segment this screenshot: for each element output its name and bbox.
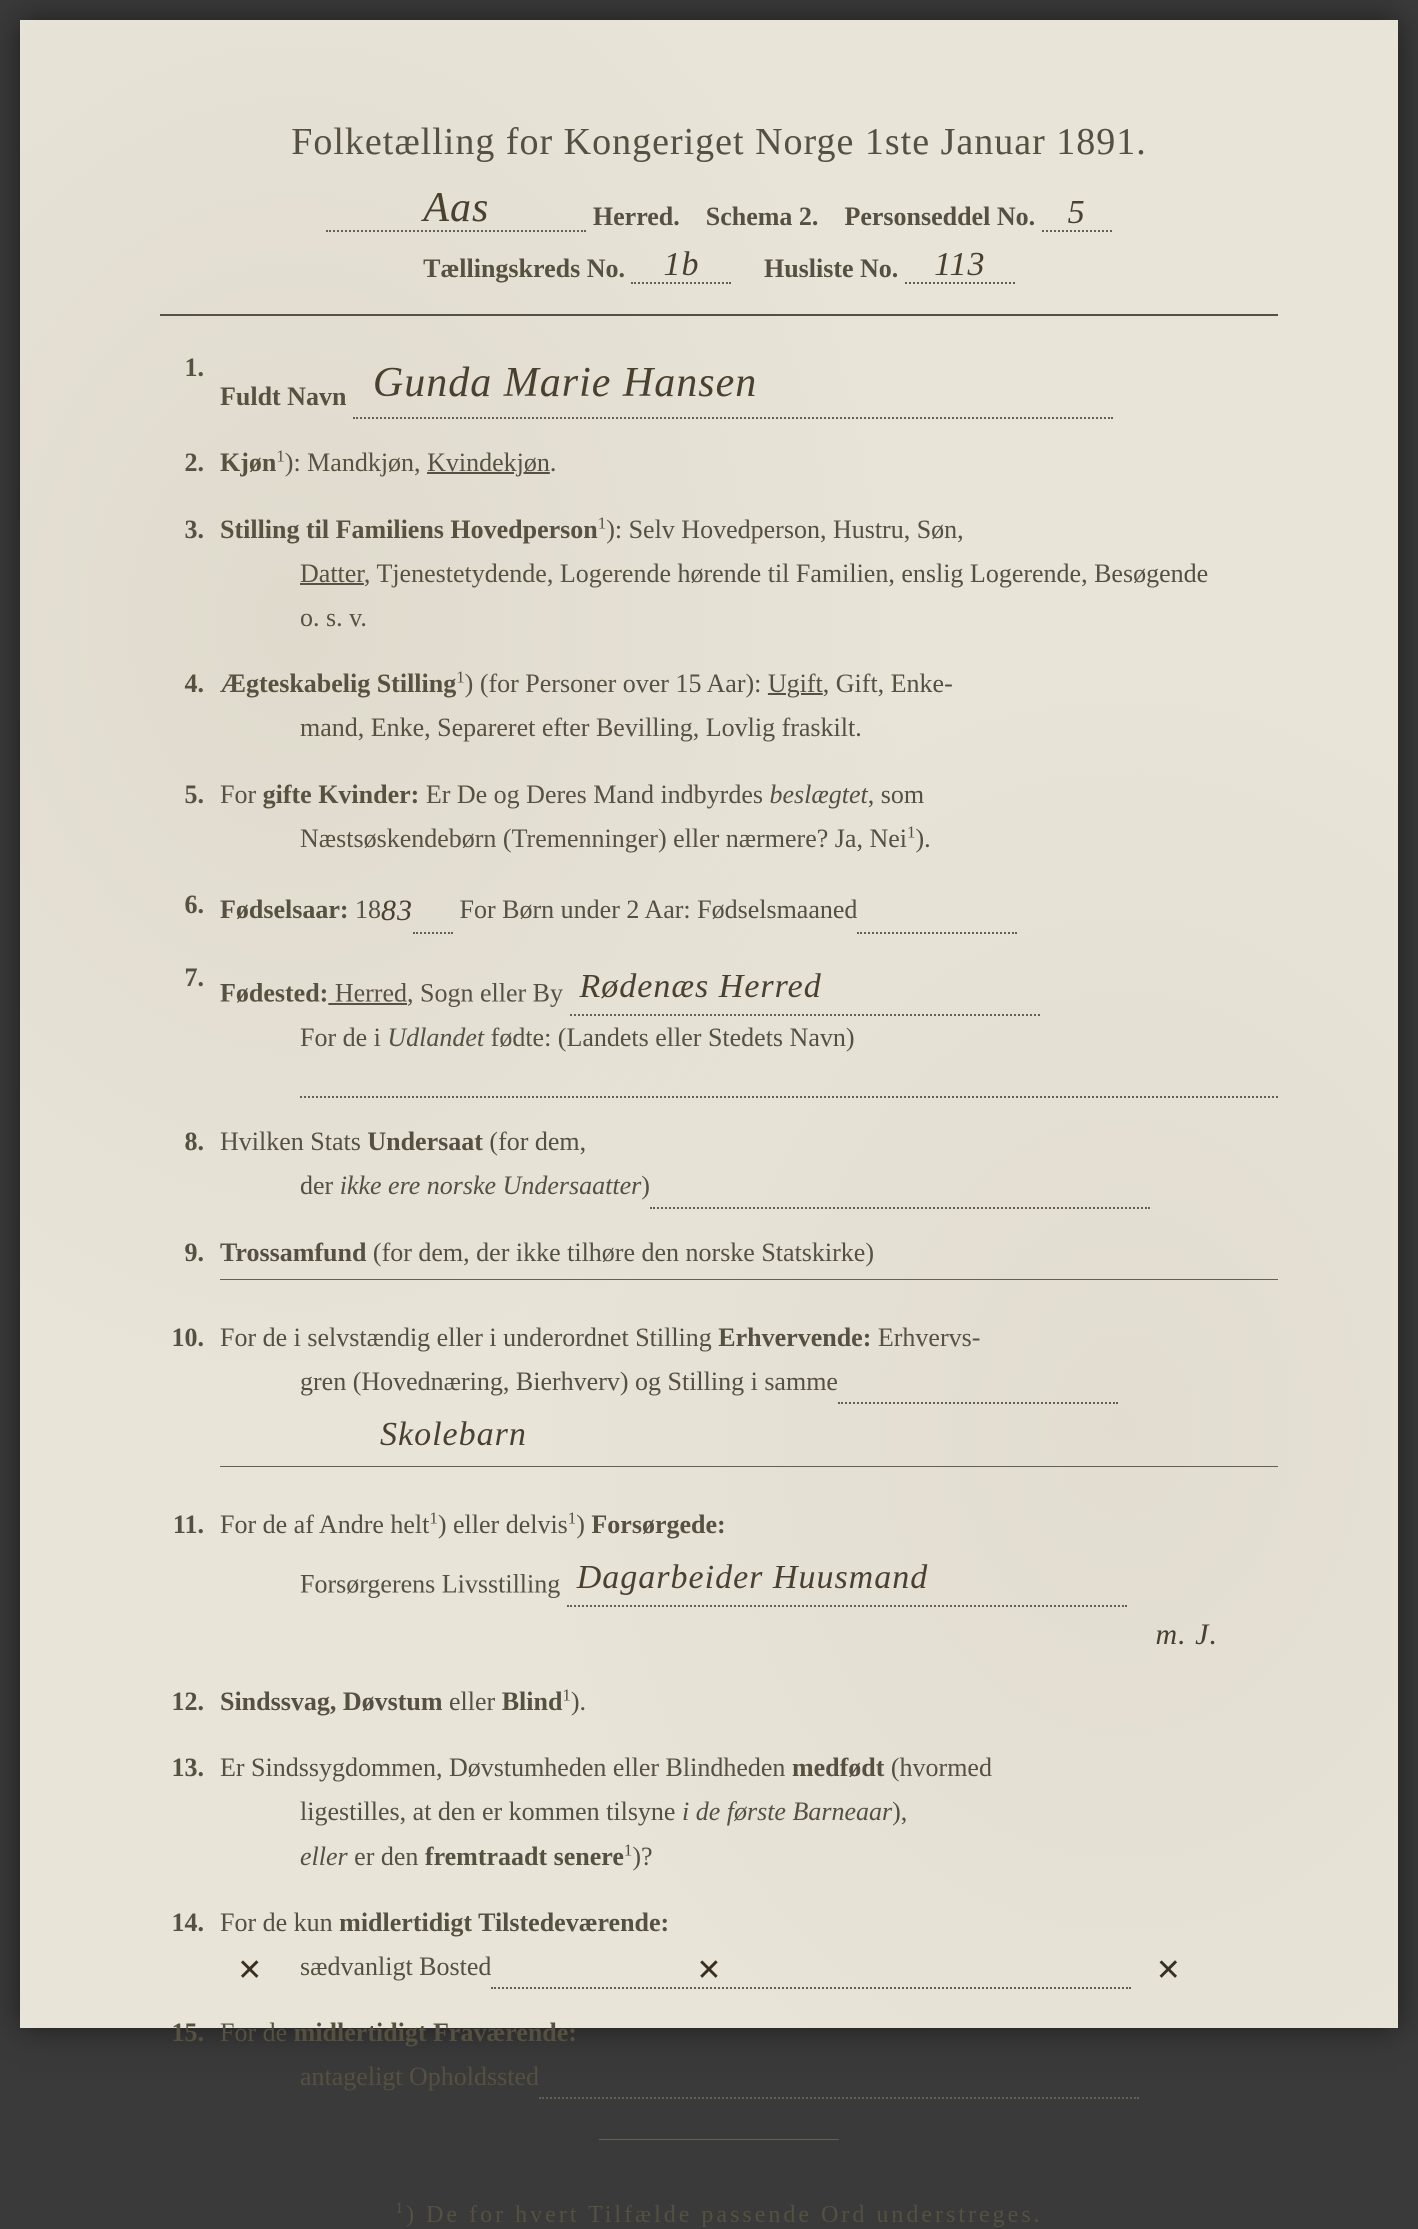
header-rule (160, 314, 1278, 316)
name-handwritten: Gunda Marie Hansen (373, 360, 757, 406)
item-1: 1. Fuldt Navn Gunda Marie Hansen (160, 346, 1278, 419)
mark-icon: ✕ (696, 1953, 721, 1988)
item-num: 15. (160, 2011, 220, 2055)
label-kjon: Kjøn (220, 448, 276, 477)
label-medfodt: medfødt (792, 1753, 884, 1782)
section-rule (220, 1279, 1278, 1280)
item-num: 6. (160, 883, 220, 927)
personseddel-label: Personseddel No. (844, 202, 1035, 231)
kreds-label: Tællingskreds No. (423, 254, 625, 283)
kreds-handwritten: 1b (663, 246, 699, 283)
husliste-label: Husliste No. (764, 254, 898, 283)
datter-underlined: Datter (300, 559, 364, 588)
item-num: 9. (160, 1231, 220, 1275)
provider-note-handwritten: m. J. (1156, 1618, 1218, 1651)
page-marks: ✕ ✕ ✕ (20, 1953, 1398, 1988)
mark-icon: ✕ (237, 1953, 262, 1988)
footnote-rule (599, 2139, 839, 2140)
item-4: 4. Ægteskabelig Stilling1) (for Personer… (160, 662, 1278, 750)
husliste-handwritten: 113 (934, 246, 985, 283)
item-5: 5. For gifte Kvinder: Er De og Deres Man… (160, 773, 1278, 861)
item-num: 8. (160, 1120, 220, 1164)
label-aegteskab: Ægteskabelig Stilling (220, 669, 456, 698)
item-num: 13. (160, 1746, 220, 1790)
item-num: 2. (160, 441, 220, 485)
kvindekjon-underlined: Kvindekjøn (427, 448, 550, 477)
label-gifte-kvinder: gifte Kvinder: (263, 780, 420, 809)
item-num: 3. (160, 508, 220, 552)
label-fodselsaar: Fødselsaar: (220, 895, 349, 924)
label-tilstedevarende: midlertidigt Tilstedeværende: (339, 1908, 669, 1937)
item-num: 1. (160, 346, 220, 390)
label-sindssvag: Sindssvag, Døvstum (220, 1687, 443, 1716)
kreds-line: Tællingskreds No. 1b Husliste No. 113 (160, 244, 1278, 284)
ugift-underlined: Ugift (768, 669, 823, 698)
label-fodested: Fødested: (220, 979, 328, 1008)
mark-icon: ✕ (1156, 1953, 1181, 1988)
item-15: 15. For de midlertidigt Fraværende: anta… (160, 2011, 1278, 2099)
label-trossamfund: Trossamfund (220, 1238, 366, 1267)
label-stilling: Stilling til Familiens Hovedperson (220, 515, 598, 544)
item-6: 6. Fødselsaar: 1883 For Børn under 2 Aar… (160, 883, 1278, 934)
census-form-page: Folketælling for Kongeriget Norge 1ste J… (20, 20, 1398, 2028)
item-12: 12. Sindssvag, Døvstum eller Blind1). (160, 1680, 1278, 1724)
provider-handwritten: Dagarbeider Huusmand (577, 1559, 928, 1596)
item-7: 7. Fødested: Herred, Sogn eller By Røden… (160, 956, 1278, 1098)
item-2: 2. Kjøn1): Mandkjøn, Kvindekjøn. (160, 441, 1278, 485)
herred-line: Aas Herred. Schema 2. Personseddel No. 5 (160, 182, 1278, 232)
item-num: 7. (160, 956, 220, 1000)
item-13: 13. Er Sindssygdommen, Døvstumheden elle… (160, 1746, 1278, 1879)
label-forsorgede: Forsørgede: (591, 1510, 725, 1539)
label-undersaat: Undersaat (367, 1127, 483, 1156)
item-num: 4. (160, 662, 220, 706)
item-num: 5. (160, 773, 220, 817)
item-num: 14. (160, 1901, 220, 1945)
label-fuldt-navn: Fuldt Navn (220, 382, 346, 411)
item-num: 11. (160, 1503, 220, 1547)
form-items: 1. Fuldt Navn Gunda Marie Hansen 2. Kjøn… (160, 346, 1278, 2099)
form-title: Folketælling for Kongeriget Norge 1ste J… (160, 120, 1278, 164)
form-header: Folketælling for Kongeriget Norge 1ste J… (160, 120, 1278, 284)
dotted-blank (300, 1062, 1278, 1098)
year-handwritten: 83 (381, 894, 413, 927)
section-rule (220, 1466, 1278, 1467)
item-10: 10. For de i selvstændig eller i underor… (160, 1316, 1278, 1481)
item-num: 10. (160, 1316, 220, 1360)
birthplace-handwritten: Rødenæs Herred (580, 968, 822, 1005)
label-erhvervende: Erhvervende: (718, 1323, 871, 1352)
schema-label: Schema 2. (706, 202, 819, 231)
herred-handwritten: Aas (423, 185, 489, 231)
item-9: 9. Trossamfund (for dem, der ikke tilhør… (160, 1231, 1278, 1294)
item-11: 11. For de af Andre helt1) eller delvis1… (160, 1503, 1278, 1658)
herred-label: Herred. (593, 202, 680, 231)
label-fravarende: midlertidigt Fraværende: (294, 2018, 577, 2047)
item-num: 12. (160, 1680, 220, 1724)
item-8: 8. Hvilken Stats Undersaat (for dem, der… (160, 1120, 1278, 1208)
occupation-handwritten: Skolebarn (380, 1416, 527, 1453)
item-3: 3. Stilling til Familiens Hovedperson1):… (160, 508, 1278, 641)
personseddel-handwritten: 5 (1068, 194, 1086, 231)
footnote: 1) De for hvert Tilfælde passende Ord un… (160, 2200, 1278, 2229)
